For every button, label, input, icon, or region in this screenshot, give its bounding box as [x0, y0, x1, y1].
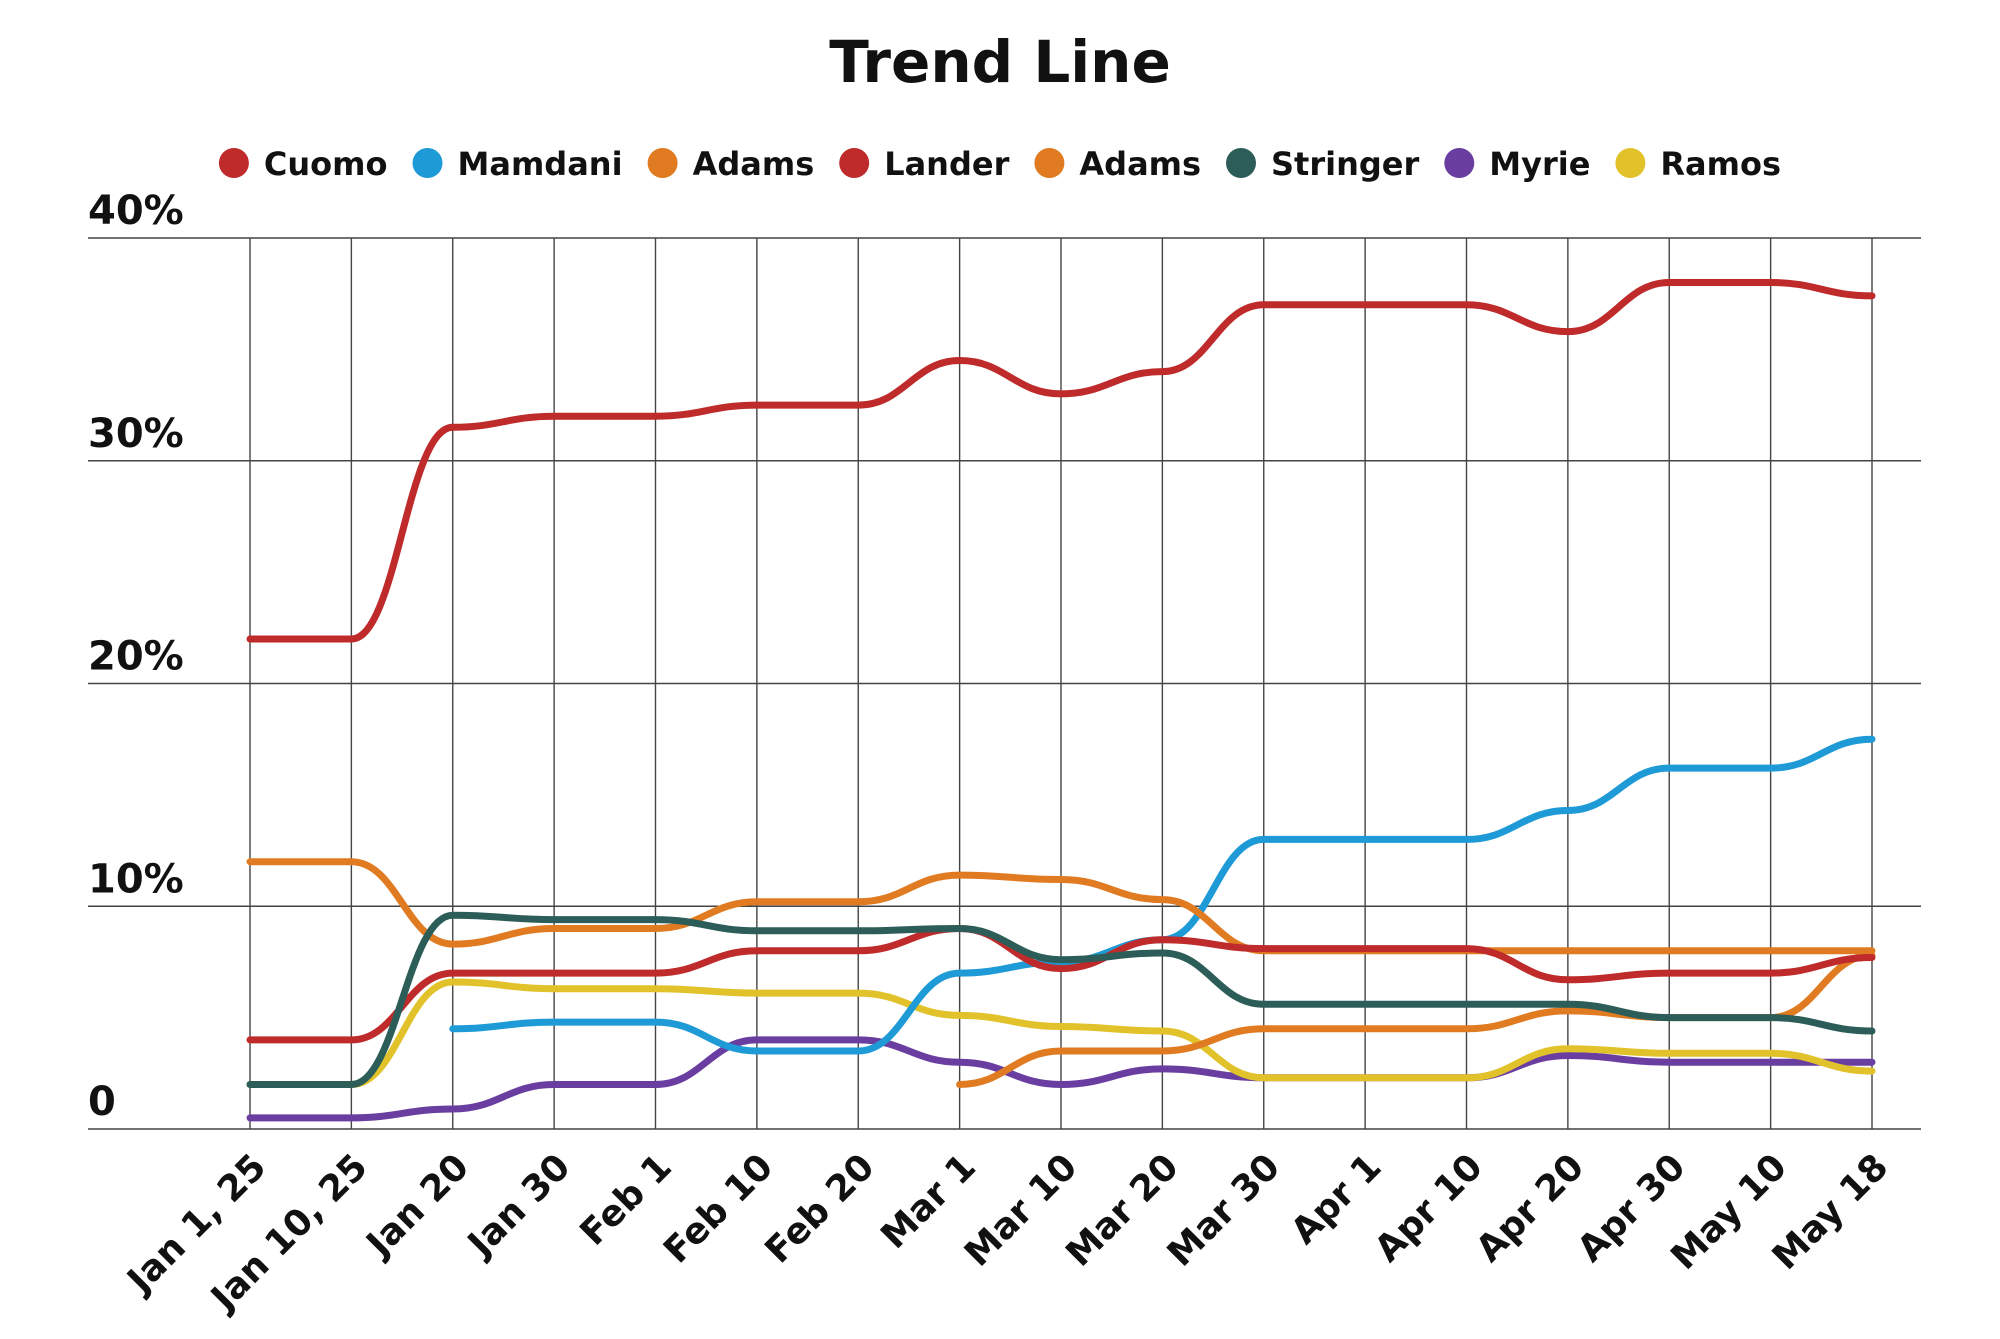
- legend-swatch: [1444, 148, 1475, 178]
- series-line-cuomo: [246, 278, 1876, 643]
- series-line-adams: [246, 858, 1876, 955]
- chart-title: Trend Line: [829, 28, 1171, 96]
- legend-item: Adams: [1034, 145, 1201, 183]
- legend-swatch: [412, 148, 443, 178]
- legend-swatch: [647, 148, 678, 178]
- x-tick-label: Apr 20: [1468, 1146, 1592, 1270]
- legend-label: Cuomo: [264, 145, 388, 183]
- y-tick-label: 10%: [88, 856, 184, 902]
- legend-swatch: [1615, 148, 1646, 178]
- x-tick-label: Jan 30: [458, 1146, 578, 1266]
- legend: Cuomo Mamdani Adams Lander Adams Stringer Myri…: [218, 145, 1781, 183]
- legend-item: Mamdani: [412, 145, 623, 183]
- legend-label: Adams: [693, 145, 815, 183]
- legend-item: Myrie: [1444, 145, 1590, 183]
- x-tick-label: Feb 20: [757, 1146, 882, 1271]
- y-tick-label: 20%: [88, 634, 184, 680]
- series-lines: [246, 278, 1876, 1122]
- y-tick-label: 0: [88, 1079, 116, 1125]
- legend-swatch: [218, 148, 249, 178]
- y-tick-label: 30%: [88, 411, 184, 457]
- legend-item: Stringer: [1226, 145, 1419, 183]
- x-tick-label: Mar 10: [957, 1146, 1085, 1274]
- legend-label: Mamdani: [458, 145, 623, 183]
- x-tick-label: Mar 20: [1058, 1146, 1186, 1274]
- legend-label: Adams: [1079, 145, 1201, 183]
- y-axis-ticks: 0 10% 20% 30% 40%: [88, 188, 184, 1125]
- legend-item: Adams: [647, 145, 815, 183]
- legend-label: Stringer: [1271, 145, 1419, 183]
- legend-item: Cuomo: [218, 145, 388, 183]
- legend-item: Lander: [839, 145, 1010, 183]
- grid-lines: [88, 237, 1921, 1130]
- legend-label: Ramos: [1660, 145, 1781, 183]
- legend-item: Ramos: [1615, 145, 1781, 183]
- series-line-lander: [246, 925, 1876, 1044]
- legend-label: Lander: [884, 145, 1009, 183]
- series-line-myrie: [246, 1036, 1876, 1122]
- legend-swatch: [839, 148, 870, 178]
- legend-label: Myrie: [1489, 145, 1590, 183]
- x-tick-label: Mar 30: [1160, 1146, 1288, 1274]
- series-line-stringer: [246, 911, 1876, 1088]
- x-tick-label: Feb 10: [656, 1146, 781, 1271]
- series-line-ramos: [246, 978, 1876, 1088]
- x-tick-label: Jan 20: [357, 1146, 477, 1266]
- y-tick-label: 40%: [88, 188, 184, 234]
- x-tick-label: Apr 10: [1367, 1146, 1491, 1270]
- legend-swatch: [1226, 148, 1256, 178]
- legend-swatch: [1034, 148, 1065, 178]
